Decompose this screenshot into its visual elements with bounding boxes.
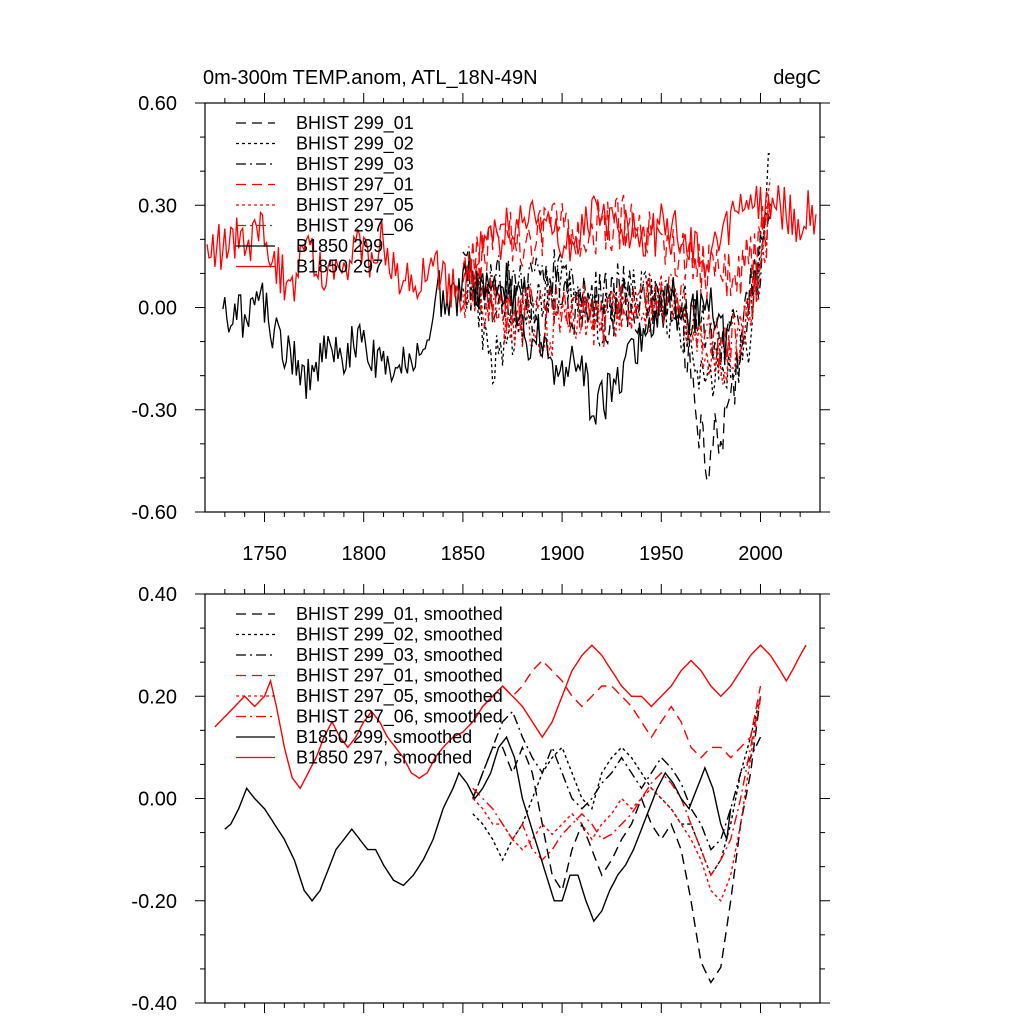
y-tick-label: -0.40 bbox=[131, 993, 177, 1015]
x-tick-label: 1950 bbox=[639, 543, 684, 565]
series-line-bhist-297-01-smoothed bbox=[472, 659, 762, 759]
units-label: degC bbox=[773, 67, 821, 89]
series-line-b1850-297 bbox=[206, 185, 817, 314]
y-tick-label: 0.00 bbox=[138, 789, 177, 811]
y-tick-label: 0.00 bbox=[138, 298, 177, 320]
legend-label: BHIST 297_05 bbox=[296, 195, 414, 216]
x-axis bbox=[224, 584, 801, 1013]
series-line-bhist-299-03 bbox=[462, 213, 772, 366]
series-line-b1850-297-smoothed bbox=[214, 644, 807, 790]
y-axis: -0.60 -0.30 0.00 0.30 0.60 bbox=[131, 93, 830, 524]
legend-label: BHIST 299_03 bbox=[296, 154, 414, 175]
legend-label: B1850 299 bbox=[296, 236, 383, 256]
x-tick-label: 1850 bbox=[441, 543, 486, 565]
series-line-bhist-299-03-smoothed bbox=[472, 710, 762, 851]
series-line-bhist-297-01 bbox=[462, 194, 772, 299]
legend-label: BHIST 297_06, smoothed bbox=[296, 707, 503, 728]
legend-label: BHIST 297_06 bbox=[296, 216, 414, 237]
legend-label: BHIST 297_01, smoothed bbox=[296, 666, 503, 687]
x-axis: 1750 1800 1850 1900 1950 2000 bbox=[224, 93, 801, 565]
y-axis: -0.40 -0.20 0.00 0.20 0.40 bbox=[131, 584, 830, 1015]
series-line-bhist-297-05-smoothed bbox=[472, 696, 762, 903]
x-tick-label: 1800 bbox=[341, 543, 386, 565]
panel-title: 0m-300m TEMP.anom, ATL_18N-49N bbox=[203, 67, 538, 89]
series-line-bhist-299-01-smoothed bbox=[472, 696, 762, 984]
series-group bbox=[206, 152, 817, 482]
legend-label: BHIST 297_01 bbox=[296, 175, 414, 196]
legend-label: BHIST 299_01, smoothed bbox=[296, 604, 503, 625]
x-tick-label: 2000 bbox=[738, 543, 783, 565]
legend-label: B1850 297 bbox=[296, 257, 383, 277]
legend-label: BHIST 299_01 bbox=[296, 113, 414, 134]
series-line-bhist-299-02 bbox=[462, 152, 771, 397]
series-group bbox=[214, 644, 807, 984]
legend-label: BHIST 299_03, smoothed bbox=[296, 645, 503, 666]
series-line-bhist-297-06-smoothed bbox=[472, 696, 762, 877]
bottom-panel: -0.40 -0.20 0.00 0.20 0.40 BHIST 299_01, smoo… bbox=[131, 584, 830, 1015]
series-line-b1850-299 bbox=[222, 260, 732, 425]
legend-label: BHIST 299_02, smoothed bbox=[296, 625, 503, 646]
y-tick-label: -0.30 bbox=[131, 400, 177, 422]
legend-label: B1850 297, smoothed bbox=[296, 748, 472, 768]
legend-label: B1850 299, smoothed bbox=[296, 727, 472, 747]
y-tick-label: 0.60 bbox=[138, 93, 177, 115]
series-line-b1850-299-smoothed bbox=[224, 735, 732, 923]
y-tick-label: -0.60 bbox=[131, 502, 177, 524]
x-tick-label: 1750 bbox=[242, 543, 287, 565]
legend-label: BHIST 299_02 bbox=[296, 134, 414, 155]
series-line-bhist-297-05 bbox=[462, 178, 772, 385]
y-tick-label: 0.40 bbox=[138, 584, 177, 606]
x-tick-label: 1900 bbox=[540, 543, 585, 565]
y-tick-label: 0.30 bbox=[138, 195, 177, 217]
y-tick-label: 0.20 bbox=[138, 686, 177, 708]
legend-label: BHIST 297_05, smoothed bbox=[296, 686, 503, 707]
top-panel: 0m-300m TEMP.anom, ATL_18N-49N degC 1750… bbox=[131, 67, 830, 565]
series-line-bhist-297-06 bbox=[462, 198, 772, 373]
y-tick-label: -0.20 bbox=[131, 891, 177, 913]
